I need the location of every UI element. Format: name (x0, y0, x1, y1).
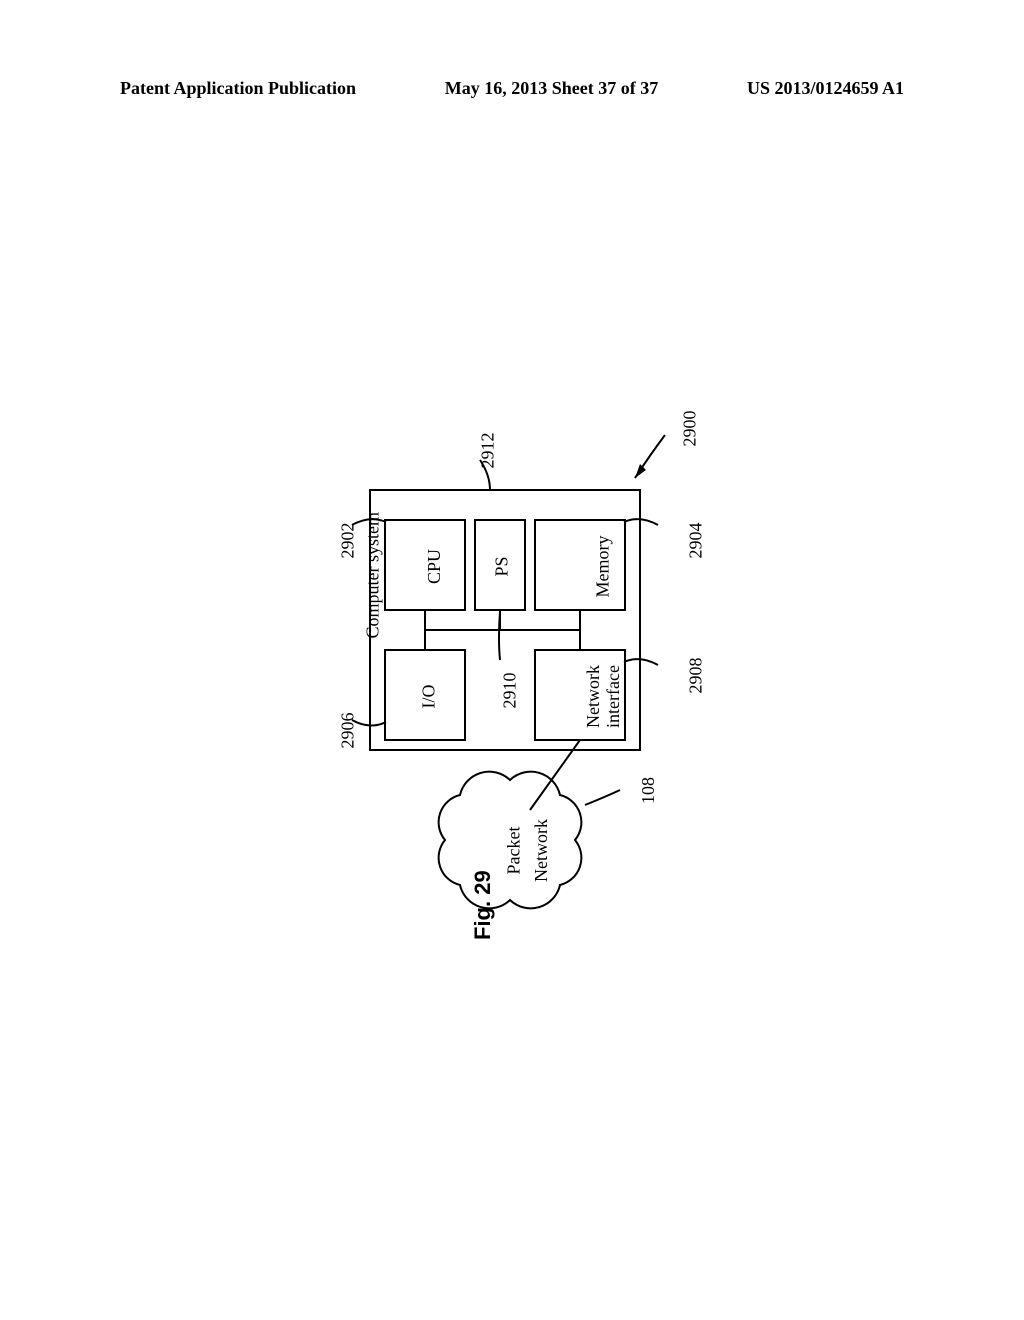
leader-108 (585, 790, 620, 805)
figure-label: Fig. 29 (470, 870, 496, 940)
ref-2908: 2908 (686, 658, 707, 694)
computer-system-label: Computer system (363, 623, 384, 639)
io-label: I/O (419, 685, 440, 709)
cloud-label-1: Packet (503, 827, 524, 875)
netif-label-2: interface (603, 665, 624, 728)
netif-label-1: Network (583, 665, 604, 728)
ref-108: 108 (638, 777, 659, 804)
ref-2906: 2906 (338, 713, 359, 749)
leader-2910 (499, 612, 500, 660)
ref-2910: 2910 (500, 673, 521, 709)
ref-2902: 2902 (338, 523, 359, 559)
ref-2912: 2912 (478, 433, 499, 469)
cloud-label-2: Network (531, 819, 552, 882)
ref-2900: 2900 (680, 411, 701, 447)
ref-2904: 2904 (686, 523, 707, 559)
memory-label: Memory (593, 536, 614, 598)
diagram-canvas (0, 0, 1024, 1320)
ps-label: PS (492, 556, 513, 576)
cpu-label: CPU (424, 549, 445, 584)
arrow-2900 (635, 464, 646, 478)
